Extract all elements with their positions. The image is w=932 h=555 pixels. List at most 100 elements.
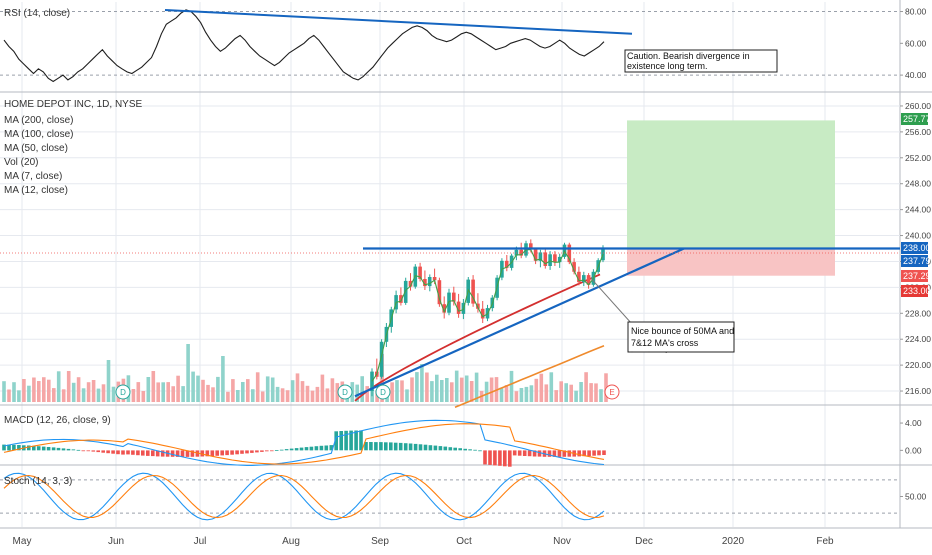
macd-histogram-bar [413,443,418,451]
macd-histogram-bar [136,450,140,456]
x-tick-label: Oct [456,536,472,547]
volume-bar [156,382,160,402]
macd-line [3,419,605,466]
price-label-level-text: 238.00 [903,243,931,253]
macd-histogram-bar [230,450,234,455]
macd-histogram-bar [478,450,482,452]
macd-histogram-bar [498,450,502,466]
price-label-stop-text: 233.00 [903,286,931,296]
volume-bar [176,375,180,402]
macd-signal-line [3,423,605,465]
volume-bar [440,380,444,402]
macd-histogram-bar [270,450,274,452]
legend-ma-50: MA (50, close) [4,143,68,154]
y-tick-label: 228.00 [905,308,931,318]
volume-bar [141,391,146,402]
volume-bar [579,382,583,402]
volume-bar [86,382,91,402]
y-tick-label: 220.00 [905,360,931,370]
macd-histogram-bar [438,446,443,451]
candle-body [418,266,422,279]
macd-histogram-bar [602,450,606,455]
x-tick-label: May [13,536,32,547]
macd-panel[interactable] [2,419,606,467]
volume-bar [81,388,86,402]
volume-bar [290,380,295,402]
price-label-target-text: 257.77 [903,114,931,124]
volume-bar [226,391,230,402]
macd-histogram-bar [587,450,591,456]
rsi-annotation-text: Caution. Bearish divergence in existence… [627,51,750,71]
macd-histogram-bar [250,450,254,453]
macd-histogram-bar [374,442,378,451]
volume-bar [524,386,529,402]
macd-histogram-bar [32,445,36,451]
volume-bar [7,389,11,402]
stoch-d-line [3,474,605,519]
volume-bar [206,384,210,402]
macd-histogram-bar [398,442,403,451]
macd-histogram-bar [66,448,71,451]
volume-bar [66,371,71,402]
candle-body [519,249,523,256]
volume-bar [425,372,429,402]
y-tick-label: 260.00 [905,101,931,111]
y-tick-label: 80.00 [905,7,927,17]
volume-bar [435,374,439,402]
price-title: HOME DEPOT INC, 1D, NYSE [4,99,143,110]
candle-body [427,277,432,287]
x-tick-label: Nov [553,536,571,547]
macd-histogram-bar [443,446,448,451]
macd-histogram-bar [141,450,145,456]
volume-bar [305,385,310,402]
stoch-panel[interactable] [0,472,900,521]
macd-histogram-bar [384,442,388,451]
volume-bar [420,364,424,402]
volume-bar [201,379,205,402]
candle-body [432,277,437,281]
volume-bar [330,378,335,402]
volume-bar [549,372,554,402]
volume-bar [42,377,46,402]
volume-bar [251,389,255,402]
macd-histogram-bar [468,449,472,451]
event-marker [604,384,620,400]
macd-histogram-bar [160,450,165,457]
macd-histogram-bar [592,450,596,456]
event-marker-label: D [120,388,126,397]
volume-bar [464,375,469,402]
candle-body [529,243,533,250]
volume-bar [255,372,260,402]
candle-body [452,292,456,302]
macd-histogram-bar [91,450,96,452]
volume-bar [71,382,76,402]
macd-histogram-bar [483,450,487,465]
macd-histogram-bar [289,448,294,451]
macd-histogram-bar [339,431,343,451]
stoch-k-line [3,472,605,521]
macd-title: MACD (12, 26, close, 9) [4,415,111,426]
macd-histogram-bar [111,450,115,454]
macd-histogram-bar [41,446,46,451]
volume-bar [280,388,285,402]
event-marker [337,384,353,400]
volume-bar [415,372,419,402]
rsi-title: RSI (14, close) [4,8,70,19]
volume-bar [37,381,41,402]
volume-bar [221,356,225,402]
volume-bar [270,377,275,402]
rsi-panel[interactable] [0,8,900,83]
candle-body [548,254,552,266]
macd-histogram-bar [508,450,512,467]
volume-bar [310,390,315,402]
y-tick-label: 40.00 [905,70,927,80]
macd-histogram-bar [190,450,195,457]
volume-bar [405,389,409,402]
volume-bar [569,384,573,402]
volume-bar [599,389,603,402]
macd-histogram-bar [433,445,438,451]
rsi-line [3,9,605,83]
